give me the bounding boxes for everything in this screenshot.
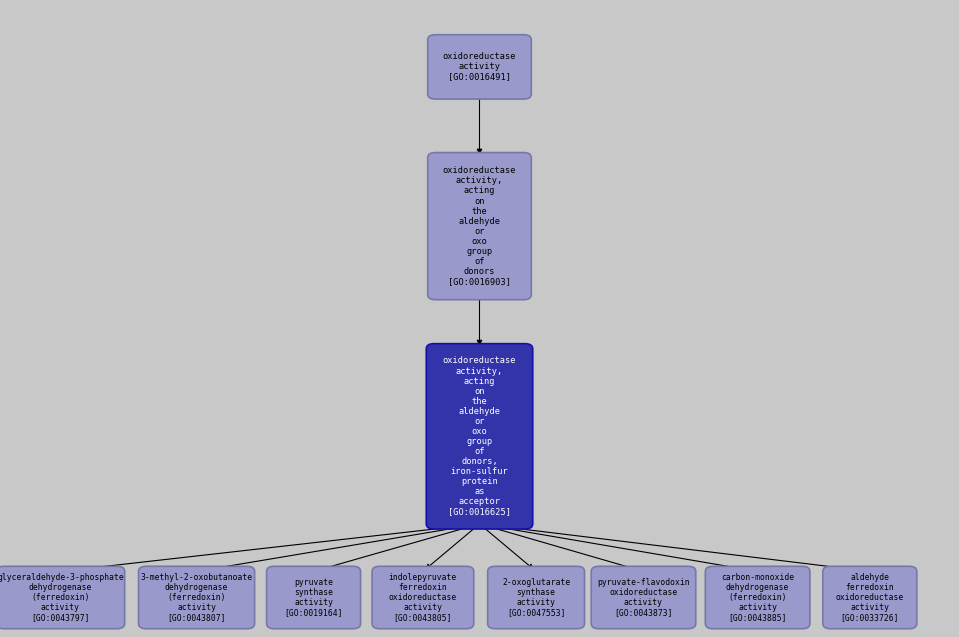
- Text: indolepyruvate
ferredoxin
oxidoreductase
activity
[GO:0043805]: indolepyruvate ferredoxin oxidoreductase…: [388, 573, 457, 622]
- Text: oxidoreductase
activity
[GO:0016491]: oxidoreductase activity [GO:0016491]: [443, 52, 516, 82]
- Text: 2-oxoglutarate
synthase
activity
[GO:0047553]: 2-oxoglutarate synthase activity [GO:004…: [502, 578, 571, 617]
- FancyBboxPatch shape: [591, 566, 696, 629]
- Text: pyruvate-flavodoxin
oxidoreductase
activity
[GO:0043873]: pyruvate-flavodoxin oxidoreductase activ…: [597, 578, 690, 617]
- Text: oxidoreductase
activity,
acting
on
the
aldehyde
or
oxo
group
of
donors
[GO:00169: oxidoreductase activity, acting on the a…: [443, 166, 516, 286]
- Text: carbon-monoxide
dehydrogenase
(ferredoxin)
activity
[GO:0043885]: carbon-monoxide dehydrogenase (ferredoxi…: [721, 573, 794, 622]
- FancyBboxPatch shape: [706, 566, 809, 629]
- FancyBboxPatch shape: [372, 566, 474, 629]
- FancyBboxPatch shape: [0, 566, 125, 629]
- FancyBboxPatch shape: [428, 34, 531, 99]
- Text: glyceraldehyde-3-phosphate
dehydrogenase
(ferredoxin)
activity
[GO:0043797]: glyceraldehyde-3-phosphate dehydrogenase…: [0, 573, 124, 622]
- FancyBboxPatch shape: [267, 566, 361, 629]
- Text: 3-methyl-2-oxobutanoate
dehydrogenase
(ferredoxin)
activity
[GO:0043807]: 3-methyl-2-oxobutanoate dehydrogenase (f…: [141, 573, 252, 622]
- FancyBboxPatch shape: [428, 153, 531, 300]
- Text: oxidoreductase
activity,
acting
on
the
aldehyde
or
oxo
group
of
donors,
iron-sul: oxidoreductase activity, acting on the a…: [443, 357, 516, 516]
- FancyBboxPatch shape: [488, 566, 585, 629]
- FancyBboxPatch shape: [823, 566, 917, 629]
- FancyBboxPatch shape: [138, 566, 254, 629]
- Text: aldehyde
ferredoxin
oxidoreductase
activity
[GO:0033726]: aldehyde ferredoxin oxidoreductase activ…: [835, 573, 904, 622]
- Text: pyruvate
synthase
activity
[GO:0019164]: pyruvate synthase activity [GO:0019164]: [284, 578, 343, 617]
- FancyBboxPatch shape: [427, 344, 533, 529]
